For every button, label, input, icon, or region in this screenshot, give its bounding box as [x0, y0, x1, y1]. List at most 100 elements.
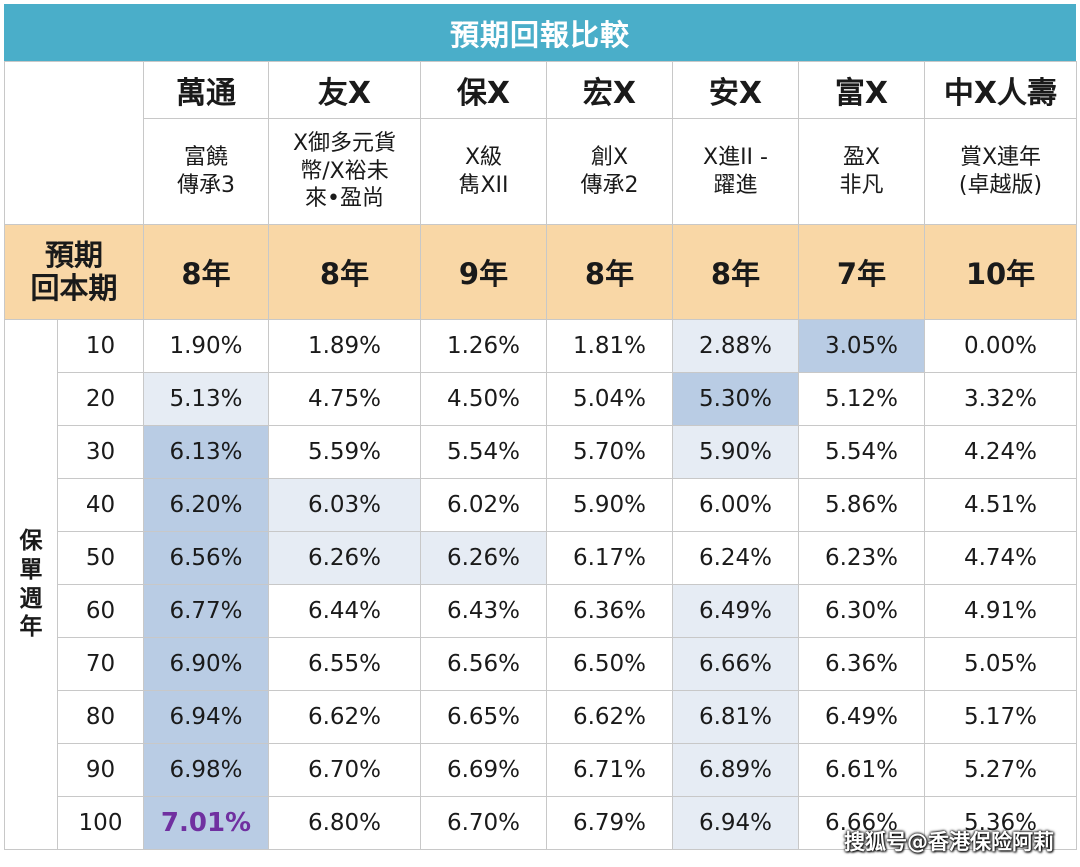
return-rate-cell: 6.17%: [546, 531, 673, 585]
watermark: 搜狐号@香港保险阿莉: [844, 830, 1054, 854]
payback-period-label: 預期 回本期: [4, 224, 144, 320]
return-rate-cell: 6.79%: [546, 796, 673, 850]
table-row: 90 6.98% 6.70% 6.69% 6.71% 6.89% 6.61% 5.27%: [5, 743, 1077, 797]
return-rate-cell: 6.56%: [420, 637, 547, 691]
payback-period-value: 8年: [672, 224, 799, 320]
payback-period-value: 8年: [268, 224, 421, 320]
return-rate-cell: 6.03%: [268, 478, 421, 532]
return-rate-cell: 6.94%: [143, 690, 269, 744]
payback-period-value: 10年: [924, 224, 1077, 320]
corner-cell: [4, 61, 144, 225]
plan-name: X級 雋XII: [420, 118, 547, 225]
company-brand: 宏X: [546, 61, 673, 119]
return-rate-cell: 6.90%: [143, 637, 269, 691]
company-brand: 安X: [672, 61, 799, 119]
plan-name: X御多元貨 幣/X裕未 來•盈尚: [268, 118, 421, 225]
company-brand: 保X: [420, 61, 547, 119]
company-brand: 富X: [798, 61, 925, 119]
company-brand: 友X: [268, 61, 421, 119]
plan-name: 賞X連年 (卓越版): [924, 118, 1077, 225]
return-rate-cell: 6.02%: [420, 478, 547, 532]
return-rate-cell: 5.13%: [143, 372, 269, 426]
table-row: 50 6.56% 6.26% 6.26% 6.17% 6.24% 6.23% 4.74%: [5, 531, 1077, 585]
return-rate-cell: 1.90%: [143, 319, 269, 373]
return-rate-cell: 6.36%: [546, 584, 673, 638]
return-rate-cell: 6.71%: [546, 743, 673, 797]
return-rate-cell: 4.74%: [924, 531, 1077, 585]
return-rate-cell: 5.04%: [546, 372, 673, 426]
return-rate-cell: 6.30%: [798, 584, 925, 638]
return-rate-cell: 6.62%: [546, 690, 673, 744]
return-rate-cell: 6.81%: [672, 690, 799, 744]
table-row: 30 6.13% 5.59% 5.54% 5.70% 5.90% 5.54% 4.24%: [5, 425, 1077, 479]
return-rate-cell: 7.01%: [143, 796, 269, 850]
return-rate-cell: 6.66%: [672, 637, 799, 691]
return-rate-cell: 6.49%: [672, 584, 799, 638]
return-rate-cell: 6.23%: [798, 531, 925, 585]
return-rate-cell: 6.55%: [268, 637, 421, 691]
return-rate-cell: 5.59%: [268, 425, 421, 479]
return-rate-cell: 6.36%: [798, 637, 925, 691]
plan-name: 創X 傳承2: [546, 118, 673, 225]
return-rate-cell: 4.91%: [924, 584, 1077, 638]
return-rate-cell: 6.44%: [268, 584, 421, 638]
policy-year: 30: [57, 425, 144, 479]
return-rate-cell: 6.62%: [268, 690, 421, 744]
company-brand: 萬通: [143, 61, 269, 119]
return-rate-cell: 6.65%: [420, 690, 547, 744]
table-row: 20 5.13% 4.75% 4.50% 5.04% 5.30% 5.12% 3.32%: [5, 372, 1077, 426]
payback-period-value: 8年: [546, 224, 673, 320]
return-rate-cell: 6.43%: [420, 584, 547, 638]
return-rate-cell: 5.90%: [672, 425, 799, 479]
return-rate-cell: 1.81%: [546, 319, 673, 373]
return-rate-cell: 6.94%: [672, 796, 799, 850]
best-return-value: 7.01%: [160, 808, 252, 838]
table-row: 70 6.90% 6.55% 6.56% 6.50% 6.66% 6.36% 5.05%: [5, 637, 1077, 691]
return-rate-cell: 6.26%: [420, 531, 547, 585]
return-rate-cell: 5.05%: [924, 637, 1077, 691]
policy-year-axis-label: 保單週年: [4, 319, 58, 850]
return-rate-cell: 6.50%: [546, 637, 673, 691]
return-rate-cell: 6.20%: [143, 478, 269, 532]
table-row: 80 6.94% 6.62% 6.65% 6.62% 6.81% 6.49% 5.17%: [5, 690, 1077, 744]
return-rate-cell: 6.89%: [672, 743, 799, 797]
policy-year: 50: [57, 531, 144, 585]
plan-header-row: 富饒 傳承3 X御多元貨 幣/X裕未 來•盈尚 X級 雋XII 創X 傳承2 X進II - 躍進 盈X…: [5, 118, 1077, 225]
table-row: 60 6.77% 6.44% 6.43% 6.36% 6.49% 6.30% 4.91%: [5, 584, 1077, 638]
return-rate-cell: 6.13%: [143, 425, 269, 479]
return-rate-cell: 2.88%: [672, 319, 799, 373]
return-rate-cell: 5.54%: [420, 425, 547, 479]
return-rate-cell: 5.54%: [798, 425, 925, 479]
return-rate-cell: 6.98%: [143, 743, 269, 797]
policy-year: 100: [57, 796, 144, 850]
policy-year: 70: [57, 637, 144, 691]
policy-year: 60: [57, 584, 144, 638]
policy-year: 40: [57, 478, 144, 532]
return-rate-cell: 5.90%: [546, 478, 673, 532]
return-rate-cell: 6.56%: [143, 531, 269, 585]
table-row: 保單週年 10 1.90% 1.89% 1.26% 1.81% 2.88% 3.05% 0.00…: [4, 319, 1077, 850]
return-rate-cell: 6.77%: [143, 584, 269, 638]
return-rate-cell: 3.05%: [798, 319, 925, 373]
return-rate-cell: 4.51%: [924, 478, 1077, 532]
policy-year: 80: [57, 690, 144, 744]
return-rate-cell: 6.61%: [798, 743, 925, 797]
policy-year: 10: [57, 319, 144, 373]
payback-period-value: 9年: [420, 224, 547, 320]
return-rate-cell: 5.27%: [924, 743, 1077, 797]
table-row: 40 6.20% 6.03% 6.02% 5.90% 6.00% 5.86% 4.51%: [5, 478, 1077, 532]
return-rate-cell: 5.36%: [924, 796, 1077, 850]
return-rate-cell: 6.49%: [798, 690, 925, 744]
return-rate-cell: 0.00%: [924, 319, 1077, 373]
return-rate-cell: 3.32%: [924, 372, 1077, 426]
return-rate-cell: 4.24%: [924, 425, 1077, 479]
policy-year: 20: [57, 372, 144, 426]
payback-period-row: 預期 回本期 8年 8年 9年 8年 8年 7年 10年: [4, 224, 1077, 320]
plan-name: 富饒 傳承3: [143, 118, 269, 225]
return-rate-cell: 6.80%: [268, 796, 421, 850]
return-rate-cell: 1.89%: [268, 319, 421, 373]
plan-name: 盈X 非凡: [798, 118, 925, 225]
return-rate-cell: 6.70%: [268, 743, 421, 797]
company-brand: 中X人壽: [924, 61, 1077, 119]
payback-period-value: 8年: [143, 224, 269, 320]
